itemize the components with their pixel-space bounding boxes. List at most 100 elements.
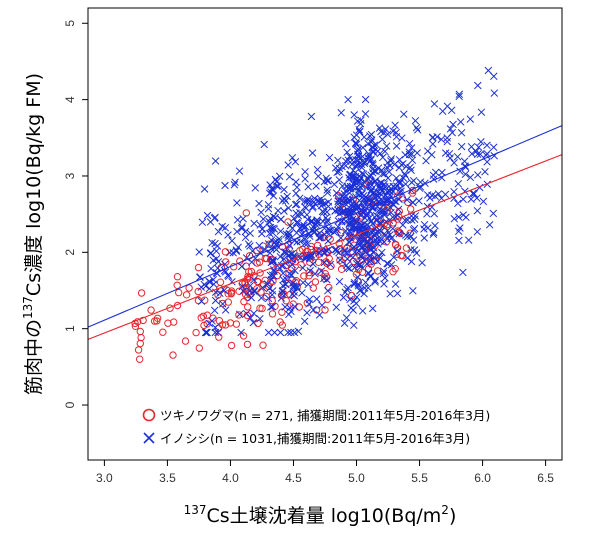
point-bear — [170, 318, 178, 326]
point-boar — [275, 172, 284, 181]
point-boar — [449, 120, 457, 129]
y-tick-label: 1 — [63, 325, 77, 332]
point-boar — [248, 247, 257, 255]
point-boar — [255, 241, 264, 250]
point-boar — [284, 204, 293, 212]
point-boar — [267, 236, 276, 244]
data-points — [131, 66, 499, 363]
point-boar — [289, 282, 298, 290]
point-bear — [394, 228, 403, 236]
x-axis-title-text: Cs土壌沈着量 log10(Bq/m — [207, 505, 442, 527]
point-boar — [396, 178, 404, 186]
x-tick-label: 4.5 — [285, 471, 302, 485]
point-boar — [467, 142, 476, 151]
point-bear — [131, 319, 139, 328]
point-boar — [367, 130, 376, 139]
point-boar — [346, 234, 355, 242]
point-boar — [429, 228, 438, 237]
point-bear — [159, 328, 167, 336]
point-boar — [228, 236, 236, 245]
point-boar — [387, 208, 395, 217]
point-boar — [209, 256, 218, 264]
point-boar — [309, 306, 318, 314]
point-bear — [284, 218, 292, 226]
point-boar — [301, 167, 309, 176]
point-boar — [258, 283, 267, 292]
point-boar — [341, 288, 350, 297]
point-boar — [221, 260, 229, 269]
point-bear — [321, 306, 329, 314]
point-boar — [250, 309, 258, 318]
point-boar — [195, 248, 203, 256]
point-boar — [430, 209, 439, 218]
point-boar — [303, 197, 311, 205]
point-boar — [399, 221, 407, 229]
point-bear — [244, 303, 252, 311]
point-boar — [377, 166, 386, 175]
point-boar — [239, 287, 247, 295]
point-boar — [433, 132, 441, 141]
point-boar — [303, 215, 312, 224]
point-boar — [342, 248, 351, 257]
point-bear — [242, 285, 251, 294]
point-boar — [411, 116, 420, 125]
point-boar — [324, 287, 332, 295]
point-bear — [136, 327, 145, 336]
point-boar — [466, 173, 475, 182]
point-boar — [387, 155, 396, 163]
point-boar — [459, 195, 467, 204]
point-boar — [474, 143, 483, 152]
point-boar — [244, 240, 253, 248]
point-boar — [318, 301, 326, 310]
point-boar — [367, 185, 376, 194]
point-boar — [365, 149, 373, 158]
point-boar — [381, 231, 390, 239]
point-boar — [467, 195, 475, 204]
point-boar — [296, 237, 305, 246]
point-boar — [406, 163, 414, 172]
point-boar — [324, 198, 333, 206]
point-boar — [260, 140, 268, 149]
point-boar — [335, 277, 344, 286]
point-boar — [311, 269, 319, 278]
point-boar — [367, 138, 375, 146]
point-boar — [352, 204, 360, 213]
point-boar — [420, 225, 428, 233]
point-boar — [282, 275, 290, 283]
point-boar — [304, 183, 312, 191]
point-bear — [181, 337, 190, 345]
point-boar — [360, 195, 369, 203]
point-boar — [367, 136, 376, 144]
point-boar — [473, 228, 482, 236]
point-bear — [215, 333, 223, 341]
point-boar — [246, 281, 255, 290]
point-bear — [247, 267, 256, 276]
point-bear — [289, 300, 297, 308]
point-boar — [258, 229, 266, 238]
point-boar — [267, 303, 275, 311]
point-boar — [408, 156, 417, 164]
point-boar — [295, 208, 304, 217]
point-boar — [332, 189, 341, 197]
point-boar — [348, 182, 357, 191]
point-boar — [251, 184, 260, 192]
point-boar — [230, 180, 239, 189]
point-boar — [455, 92, 463, 101]
point-boar — [408, 216, 416, 224]
point-boar — [351, 139, 360, 148]
point-boar — [368, 220, 377, 228]
point-boar — [383, 226, 392, 235]
point-bear — [268, 310, 277, 318]
point-bear — [241, 278, 249, 287]
point-boar — [343, 255, 352, 263]
point-boar — [285, 173, 294, 181]
point-boar — [314, 172, 323, 180]
point-boar — [354, 282, 363, 290]
point-boar — [353, 224, 361, 233]
point-boar — [334, 156, 342, 165]
point-boar — [407, 144, 416, 152]
point-bear — [300, 272, 308, 280]
point-boar — [285, 241, 294, 250]
point-boar — [443, 137, 452, 146]
point-boar — [292, 189, 300, 198]
